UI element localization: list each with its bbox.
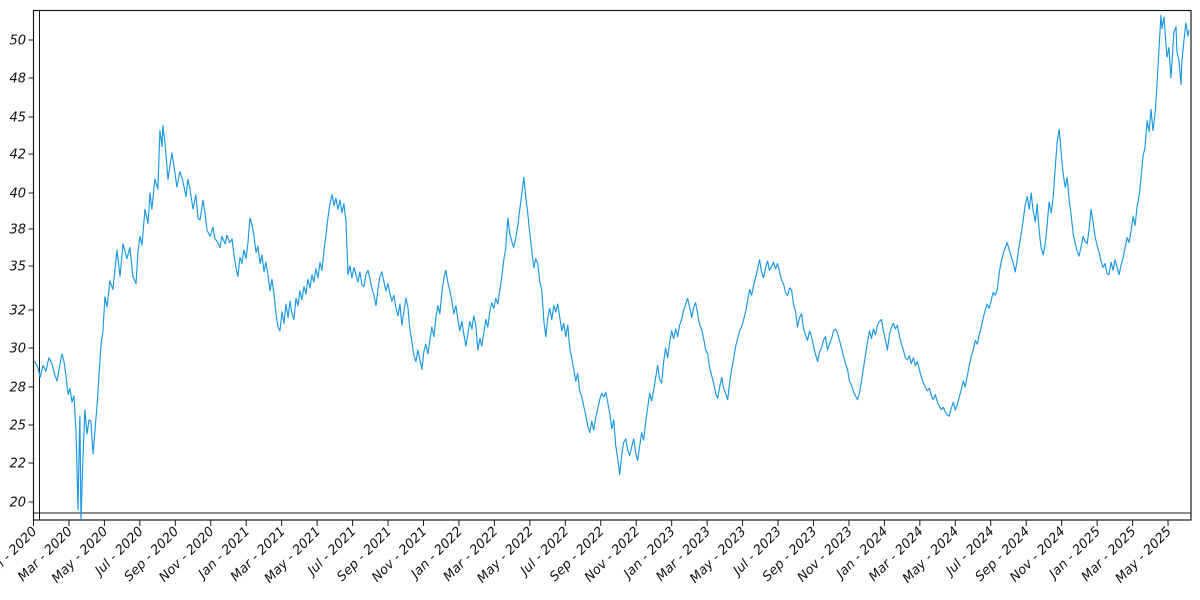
- y-tick-label: 48: [9, 72, 26, 87]
- y-axis-ticks: 50 48 45 42 40 38 35 32 30 28 25 22 20: [9, 34, 34, 511]
- y-tick-label: 42: [9, 148, 26, 163]
- y-tick-label: 45: [9, 111, 26, 126]
- y-tick-label: 30: [9, 342, 26, 357]
- y-tick-label: 40: [9, 187, 26, 202]
- y-tick-label: 20: [9, 496, 26, 511]
- y-tick-label: 50: [9, 34, 26, 49]
- y-tick-label: 32: [9, 304, 26, 319]
- y-tick-label: 25: [9, 419, 26, 434]
- y-tick-label: 38: [9, 223, 26, 238]
- price-line-series: [34, 14, 1190, 520]
- y-tick-label: 28: [9, 381, 26, 396]
- plot-border: [32, 9, 1192, 521]
- y-tick-label: 22: [9, 457, 26, 472]
- y-tick-label: 35: [9, 260, 26, 275]
